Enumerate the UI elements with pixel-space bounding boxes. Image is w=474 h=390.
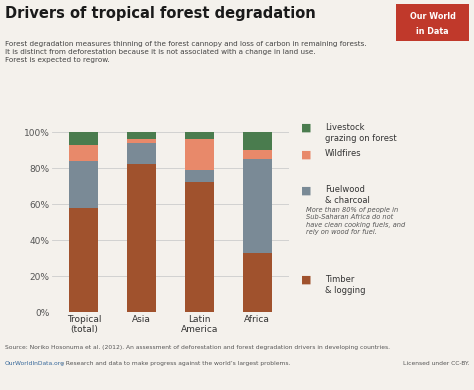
Text: Drivers of tropical forest degradation: Drivers of tropical forest degradation <box>5 6 316 21</box>
Bar <box>185 183 214 312</box>
Bar <box>70 161 99 207</box>
Text: ■: ■ <box>301 275 311 285</box>
Bar <box>70 132 99 145</box>
Bar <box>128 132 156 139</box>
Bar <box>243 159 272 253</box>
Text: in Data: in Data <box>416 27 449 36</box>
Bar <box>243 132 272 150</box>
Text: ■: ■ <box>301 123 311 133</box>
Text: Licensed under CC-BY.: Licensed under CC-BY. <box>403 361 469 366</box>
Text: Source: Noriko Hosonuma et al. (2012). An assessment of deforestation and forest: Source: Noriko Hosonuma et al. (2012). A… <box>5 345 390 350</box>
Bar <box>243 253 272 312</box>
Bar <box>128 139 156 143</box>
Text: ■: ■ <box>301 185 311 195</box>
Text: Wildfires: Wildfires <box>325 149 361 158</box>
Text: ■: ■ <box>301 149 311 160</box>
Text: Fuelwood
& charcoal: Fuelwood & charcoal <box>325 185 370 206</box>
Bar <box>128 143 156 165</box>
Text: Forest degradation measures thinning of the forest cannopy and loss of carbon in: Forest degradation measures thinning of … <box>5 41 366 63</box>
Bar <box>243 150 272 159</box>
Bar <box>185 139 214 170</box>
Text: – Research and data to make progress against the world’s largest problems.: – Research and data to make progress aga… <box>59 361 291 366</box>
Bar <box>70 207 99 312</box>
Bar <box>128 165 156 312</box>
Text: More than 80% of people in
Sub-Saharan Africa do not
have clean cooking fuels, a: More than 80% of people in Sub-Saharan A… <box>306 207 405 235</box>
Bar <box>70 145 99 161</box>
Text: OurWorldInData.org: OurWorldInData.org <box>5 361 65 366</box>
Text: Timber
& logging: Timber & logging <box>325 275 365 295</box>
Bar <box>185 132 214 139</box>
Text: Livestock
grazing on forest: Livestock grazing on forest <box>325 123 396 143</box>
Text: Our World: Our World <box>410 12 456 21</box>
Bar <box>185 170 214 183</box>
